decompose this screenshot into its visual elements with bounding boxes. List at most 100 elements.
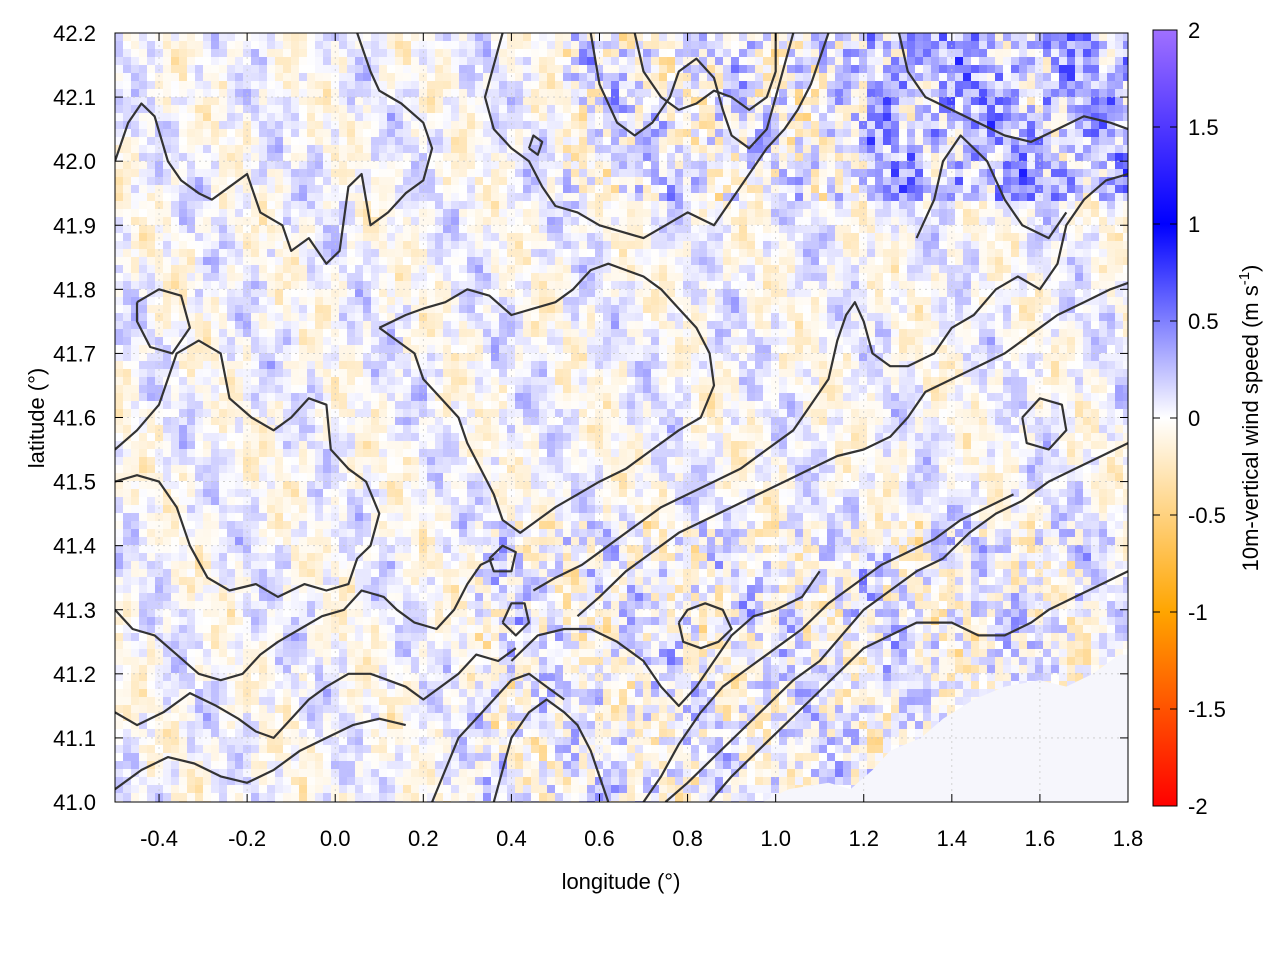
field-cell xyxy=(715,281,723,289)
field-cell xyxy=(643,81,651,89)
field-cell xyxy=(515,89,523,97)
field-cell xyxy=(1075,185,1083,193)
field-cell xyxy=(1123,145,1128,153)
field-cell xyxy=(515,57,523,65)
field-cell xyxy=(907,97,915,105)
field-cell xyxy=(307,65,315,73)
field-cell xyxy=(571,265,579,273)
field-cell xyxy=(147,313,155,321)
field-cell xyxy=(1003,265,1011,273)
field-cell xyxy=(571,33,579,41)
field-cell xyxy=(1051,97,1059,105)
field-cell xyxy=(931,257,939,265)
field-cell xyxy=(715,249,723,257)
field-cell xyxy=(659,57,667,65)
field-cell xyxy=(1099,33,1107,41)
field-cell xyxy=(347,225,355,233)
field-cell xyxy=(459,65,467,73)
field-cell xyxy=(251,129,259,137)
field-cell xyxy=(1123,305,1128,313)
field-cell xyxy=(555,337,563,345)
field-cell xyxy=(683,201,691,209)
field-cell xyxy=(947,305,955,313)
field-cell xyxy=(539,337,547,345)
field-cell xyxy=(347,105,355,113)
field-cell xyxy=(379,169,387,177)
field-cell xyxy=(579,257,587,265)
field-cell xyxy=(1075,321,1083,329)
field-cell xyxy=(395,201,403,209)
field-cell xyxy=(963,145,971,153)
field-cell xyxy=(299,345,307,353)
field-cell xyxy=(459,273,467,281)
field-cell xyxy=(387,329,395,337)
field-cell xyxy=(243,177,251,185)
field-cell xyxy=(1075,57,1083,65)
field-cell xyxy=(1003,233,1011,241)
field-cell xyxy=(1035,193,1043,201)
field-cell xyxy=(1051,217,1059,225)
field-cell xyxy=(931,233,939,241)
field-cell xyxy=(347,337,355,345)
field-cell xyxy=(555,257,563,265)
field-cell xyxy=(1051,201,1059,209)
field-cell xyxy=(451,281,459,289)
field-cell xyxy=(363,249,371,257)
field-cell xyxy=(1011,161,1019,169)
field-cell xyxy=(819,89,827,97)
field-cell xyxy=(283,321,291,329)
field-cell xyxy=(115,169,123,177)
field-cell xyxy=(515,337,523,345)
field-cell xyxy=(1067,137,1075,145)
field-cell xyxy=(667,201,675,209)
field-cell xyxy=(1035,209,1043,217)
field-cell xyxy=(787,57,795,65)
field-cell xyxy=(475,233,483,241)
field-cell xyxy=(771,321,779,329)
field-cell xyxy=(427,33,435,41)
field-cell xyxy=(115,41,123,49)
field-cell xyxy=(307,305,315,313)
field-cell xyxy=(643,337,651,345)
field-cell xyxy=(939,89,947,97)
field-cell xyxy=(915,81,923,89)
field-cell xyxy=(195,113,203,121)
field-cell xyxy=(819,81,827,89)
field-cell xyxy=(699,297,707,305)
field-cell xyxy=(467,329,475,337)
field-cell xyxy=(987,241,995,249)
field-cell xyxy=(771,201,779,209)
field-cell xyxy=(1115,225,1123,233)
field-cell xyxy=(475,193,483,201)
field-cell xyxy=(755,129,763,137)
field-cell xyxy=(963,209,971,217)
field-cell xyxy=(1051,137,1059,145)
field-cell xyxy=(1003,153,1011,161)
field-cell xyxy=(891,305,899,313)
field-cell xyxy=(587,313,595,321)
field-cell xyxy=(171,65,179,73)
field-cell xyxy=(523,241,531,249)
field-cell xyxy=(499,145,507,153)
field-cell xyxy=(819,65,827,73)
field-cell xyxy=(275,65,283,73)
field-cell xyxy=(1107,89,1115,97)
field-cell xyxy=(299,265,307,273)
field-cell xyxy=(259,153,267,161)
field-cell xyxy=(955,233,963,241)
field-cell xyxy=(179,337,187,345)
field-cell xyxy=(755,185,763,193)
field-cell xyxy=(867,169,875,177)
field-cell xyxy=(387,41,395,49)
field-cell xyxy=(299,113,307,121)
field-cell xyxy=(147,113,155,121)
field-cell xyxy=(1011,297,1019,305)
field-cell xyxy=(835,57,843,65)
field-cell xyxy=(467,89,475,97)
field-cell xyxy=(867,289,875,297)
field-cell xyxy=(179,169,187,177)
field-cell xyxy=(643,329,651,337)
field-cell xyxy=(459,345,467,353)
field-cell xyxy=(923,57,931,65)
field-cell xyxy=(363,313,371,321)
